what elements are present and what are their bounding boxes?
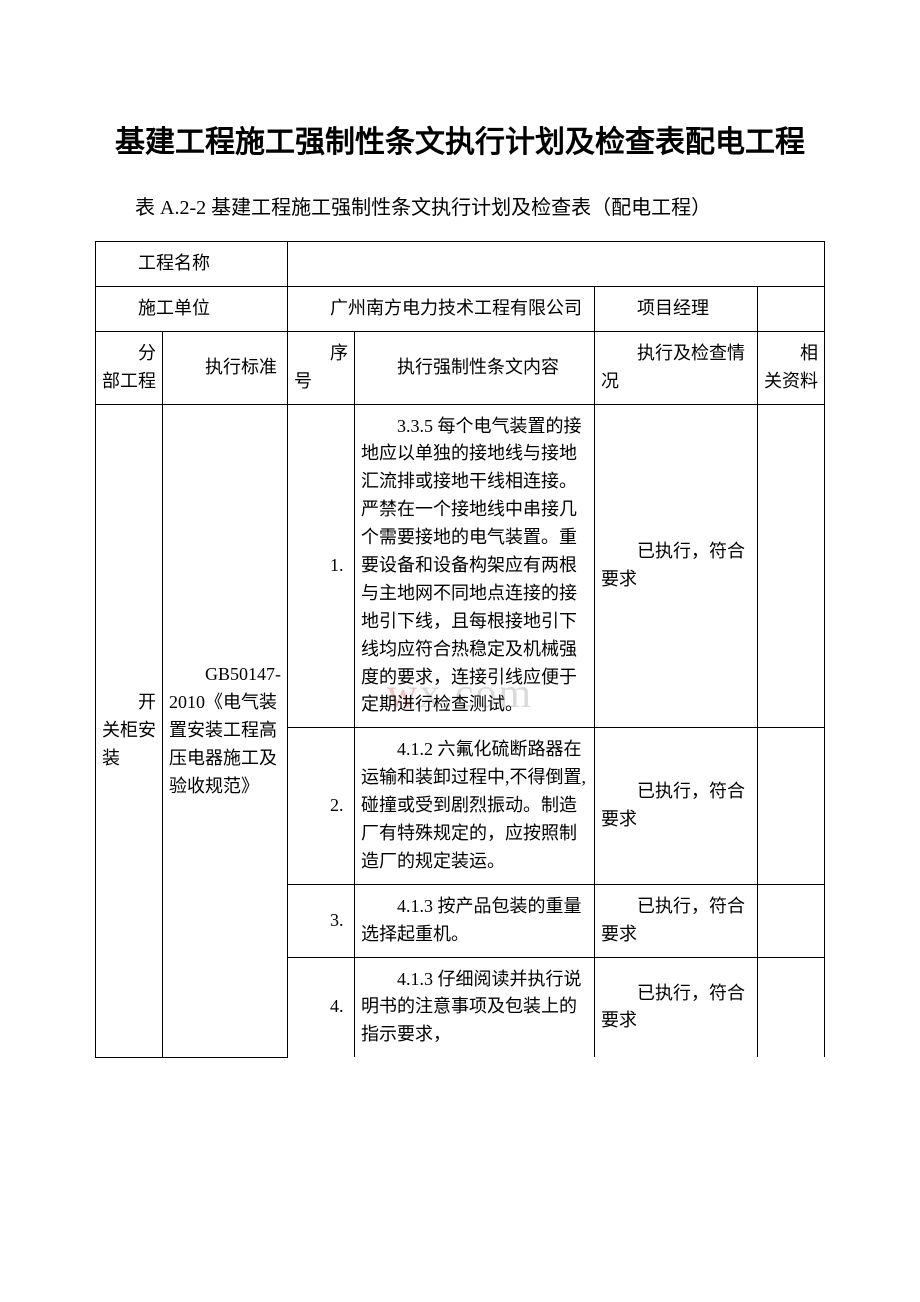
cell-content-1: 3.3.5 每个电气装置的接地应以单独的接地线与接地汇流排或接地干线相连接。严禁… <box>355 404 595 728</box>
cell-content-4: 4.1.3 仔细阅读并执行说明书的注意事项及包装上的指示要求， <box>355 957 595 1057</box>
header-sequence: 序号 <box>288 331 355 404</box>
cell-material-2 <box>758 728 825 884</box>
label-construction-unit: 施工单位 <box>96 286 288 331</box>
cell-content-3: 4.1.3 按产品包装的重量选择起重机。 <box>355 884 595 957</box>
value-construction-unit: 广州南方电力技术工程有限公司 <box>288 286 595 331</box>
row-construction-unit: 施工单位 广州南方电力技术工程有限公司 项目经理 <box>96 286 825 331</box>
header-division: 分部工程 <box>96 331 163 404</box>
header-status: 执行及检查情况 <box>595 331 758 404</box>
cell-content-2: 4.1.2 六氟化硫断路器在运输和装卸过程中,不得倒置,碰撞或受到剧烈振动。制造… <box>355 728 595 884</box>
cell-material-3 <box>758 884 825 957</box>
cell-seq-1: 1. <box>288 404 355 728</box>
cell-status-4: 已执行，符合要求 <box>595 957 758 1057</box>
cell-material-1 <box>758 404 825 728</box>
header-content: 执行强制性条文内容 <box>355 331 595 404</box>
table-caption: 表 A.2-2 基建工程施工强制性条文执行计划及检查表（配电工程） <box>95 190 825 226</box>
cell-status-3: 已执行，符合要求 <box>595 884 758 957</box>
row-project-name: 工程名称 <box>96 242 825 287</box>
cell-seq-4: 4. <box>288 957 355 1057</box>
value-project-name <box>288 242 825 287</box>
label-project-name: 工程名称 <box>96 242 288 287</box>
value-project-manager <box>758 286 825 331</box>
page-title: 基建工程施工强制性条文执行计划及检查表配电工程 <box>95 120 825 165</box>
cell-status-2: 已执行，符合要求 <box>595 728 758 884</box>
main-table: 工程名称 施工单位 广州南方电力技术工程有限公司 项目经理 分部工程 执行标准 … <box>95 241 825 1058</box>
cell-division: 开关柜安装 <box>96 404 163 1057</box>
row-item-1: 开关柜安装 GB50147-2010《电气装置安装工程高压电器施工及验收规范》 … <box>96 404 825 728</box>
cell-seq-2: 2. <box>288 728 355 884</box>
header-standard: 执行标准 <box>163 331 288 404</box>
cell-standard: GB50147-2010《电气装置安装工程高压电器施工及验收规范》 <box>163 404 288 1057</box>
cell-material-4 <box>758 957 825 1057</box>
cell-seq-3: 3. <box>288 884 355 957</box>
cell-status-1: 已执行，符合要求 <box>595 404 758 728</box>
document-content: 基建工程施工强制性条文执行计划及检查表配电工程 表 A.2-2 基建工程施工强制… <box>95 120 825 1058</box>
row-header: 分部工程 执行标准 序号 执行强制性条文内容 执行及检查情况 相关资料 <box>96 331 825 404</box>
header-material: 相关资料 <box>758 331 825 404</box>
label-project-manager: 项目经理 <box>595 286 758 331</box>
